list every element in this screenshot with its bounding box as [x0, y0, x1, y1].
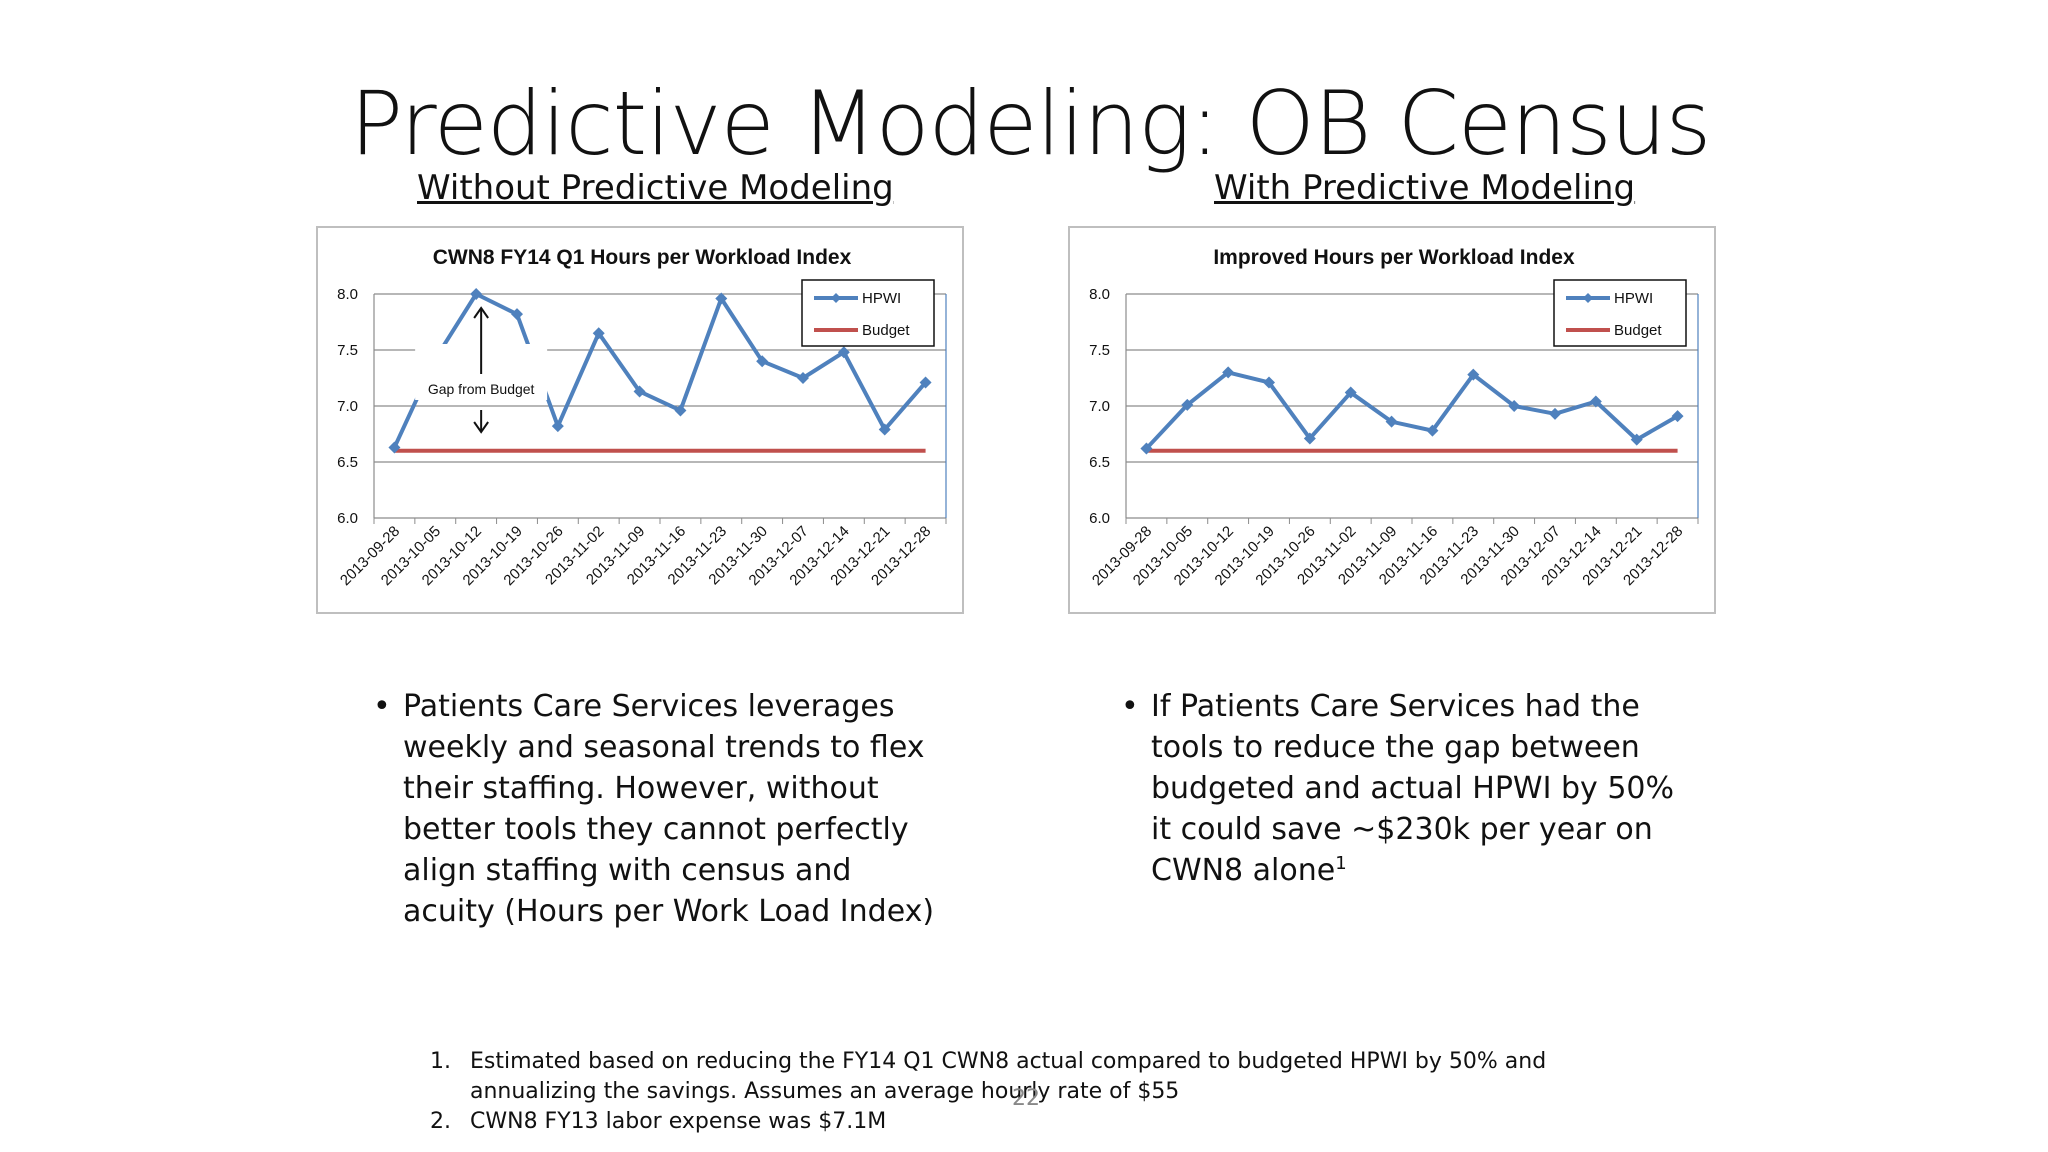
data-point-hpwi — [592, 327, 605, 340]
slide-title: Predictive Modeling: OB Census — [350, 72, 1711, 175]
footnote-1-number: 1. — [430, 1049, 451, 1074]
footnotes: 1. Estimated based on reducing the FY14 … — [430, 1047, 1660, 1137]
data-point-hpwi — [919, 376, 932, 389]
right-bullet: • If Patients Care Services had the tool… — [1121, 686, 1691, 891]
y-tick-label: 8.0 — [337, 286, 358, 303]
footnote-ref: 1 — [1335, 853, 1347, 874]
gap-arrowhead-up — [473, 306, 489, 319]
data-point-hpwi — [1303, 432, 1316, 445]
y-tick-label: 6.5 — [1089, 454, 1110, 471]
data-point-hpwi — [1344, 386, 1357, 399]
y-tick-label: 6.0 — [337, 510, 358, 527]
data-point-hpwi — [1426, 424, 1439, 437]
series-line-hpwi — [1144, 370, 1679, 450]
left-bullet-text: Patients Care Services leverages weekly … — [403, 689, 935, 929]
y-tick-label: 7.0 — [1089, 398, 1110, 415]
legend-label: HPWI — [1614, 290, 1653, 307]
bullet-dot: • — [1121, 689, 1139, 724]
data-point-hpwi — [797, 372, 809, 384]
data-point-hpwi — [1589, 395, 1602, 408]
chart-title: Improved Hours per Workload Index — [1213, 246, 1575, 269]
data-point-hpwi — [551, 420, 564, 433]
data-point-hpwi — [1549, 407, 1561, 420]
gap-arrowhead-down — [473, 421, 489, 434]
legend-label: HPWI — [862, 290, 901, 307]
y-tick-label: 6.0 — [1089, 510, 1110, 527]
data-point-hpwi — [1222, 366, 1235, 379]
y-tick-label: 7.5 — [337, 342, 358, 359]
chart-with-modeling: Improved Hours per Workload Index 6.0 6.5 7… — [1068, 226, 1716, 614]
y-tick-label: 7.5 — [1089, 342, 1110, 359]
data-point-hpwi — [878, 423, 891, 436]
chart-svg-right: Improved Hours per Workload Index 6.0 6.5 7… — [1089, 246, 1699, 589]
data-point-hpwi — [1140, 442, 1153, 455]
data-point-hpwi — [715, 292, 728, 305]
data-point-hpwi — [511, 308, 523, 321]
left-heading: Without Predictive Modeling — [417, 168, 894, 208]
chart-svg-left: CWN8 FY14 Q1 Hours per Workload Index 6.0… — [337, 246, 947, 589]
right-heading: With Predictive Modeling — [1214, 168, 1636, 208]
data-point-hpwi — [470, 288, 483, 300]
legend-box — [801, 279, 935, 347]
data-point-hpwi — [1385, 415, 1398, 428]
data-point-hpwi — [674, 404, 687, 417]
y-tick-label: 6.5 — [337, 454, 358, 471]
data-point-hpwi — [1508, 400, 1521, 412]
footnote-1-text: Estimated based on reducing the FY14 Q1 … — [470, 1049, 1547, 1104]
data-point-hpwi — [1671, 410, 1684, 423]
data-point-hpwi — [756, 355, 769, 368]
page-number: 22 — [1012, 1086, 1040, 1111]
chart-without-modeling: CWN8 FY14 Q1 Hours per Workload Index 6.0… — [316, 226, 964, 614]
gap-annotation-label: Gap from Budget — [428, 381, 535, 397]
left-bullet: • Patients Care Services leverages weekl… — [373, 686, 943, 932]
legend-box — [1553, 279, 1687, 347]
footnote-2: 2. CWN8 FY13 labor expense was $7.1M — [430, 1107, 1660, 1137]
y-tick-label: 7.0 — [337, 398, 358, 415]
legend-label: Budget — [862, 322, 910, 339]
y-tick-label: 8.0 — [1089, 286, 1110, 303]
data-point-hpwi — [388, 441, 401, 454]
right-bullet-text: If Patients Care Services had the tools … — [1151, 689, 1674, 888]
footnote-1: 1. Estimated based on reducing the FY14 … — [430, 1047, 1660, 1107]
data-point-hpwi — [1467, 368, 1480, 381]
data-point-hpwi — [1181, 398, 1194, 411]
footnote-2-text: CWN8 FY13 labor expense was $7.1M — [470, 1109, 887, 1134]
data-point-hpwi — [1263, 376, 1275, 389]
bullet-dot: • — [373, 689, 391, 724]
footnote-2-number: 2. — [430, 1109, 451, 1134]
data-point-hpwi — [1630, 433, 1643, 446]
legend-marker — [1583, 293, 1593, 303]
data-point-hpwi — [837, 346, 850, 359]
chart-title: CWN8 FY14 Q1 Hours per Workload Index — [433, 246, 852, 269]
data-point-hpwi — [633, 385, 646, 398]
legend-marker — [831, 293, 841, 303]
series-line-hpwi — [392, 292, 928, 449]
legend-label: Budget — [1614, 322, 1662, 339]
